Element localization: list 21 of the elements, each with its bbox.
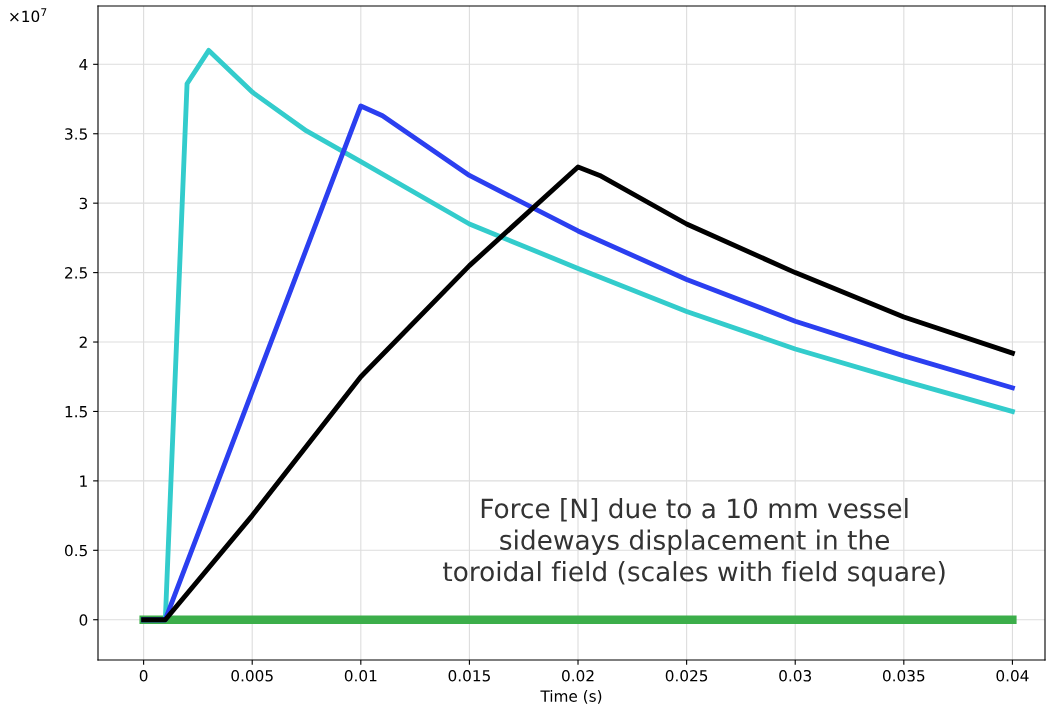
- text: ×10$^{7}$: [10, 8, 47, 23]
- y-tick-label: 3.5: [65, 128, 87, 140]
- x-tick-label: 0: [139, 669, 148, 682]
- x-tick-label: 0.035: [882, 669, 925, 682]
- annotation: Force [N] due to a 10 mm vessel sideways displacement in the toroidal field (scales with field square): [443, 497, 945, 587]
- y-tick-label: 4: [79, 58, 88, 71]
- x-tick-label: 0.01: [344, 669, 377, 682]
- x-axis-title: Time (s): [540, 690, 602, 704]
- x-tick-label: 0.02: [562, 669, 594, 682]
- y-tick-label: 0: [79, 614, 88, 626]
- y-tick-label: 0.5: [64, 544, 87, 557]
- y-tick-label: 2.5: [65, 267, 87, 279]
- y-tick-label: 3: [79, 197, 88, 210]
- y-tick-label: 1.5: [65, 406, 87, 418]
- x-tick-label: 0.04: [996, 669, 1029, 682]
- x-tick-label: 0.03: [779, 669, 811, 682]
- y-tick-label: 2: [79, 336, 87, 348]
- x-tick-label: 0.005: [231, 669, 273, 682]
- y-tick-label: 1: [80, 475, 87, 487]
- x-tick-label: 0.025: [665, 669, 708, 682]
- x-tick-label: 0.015: [448, 669, 490, 682]
